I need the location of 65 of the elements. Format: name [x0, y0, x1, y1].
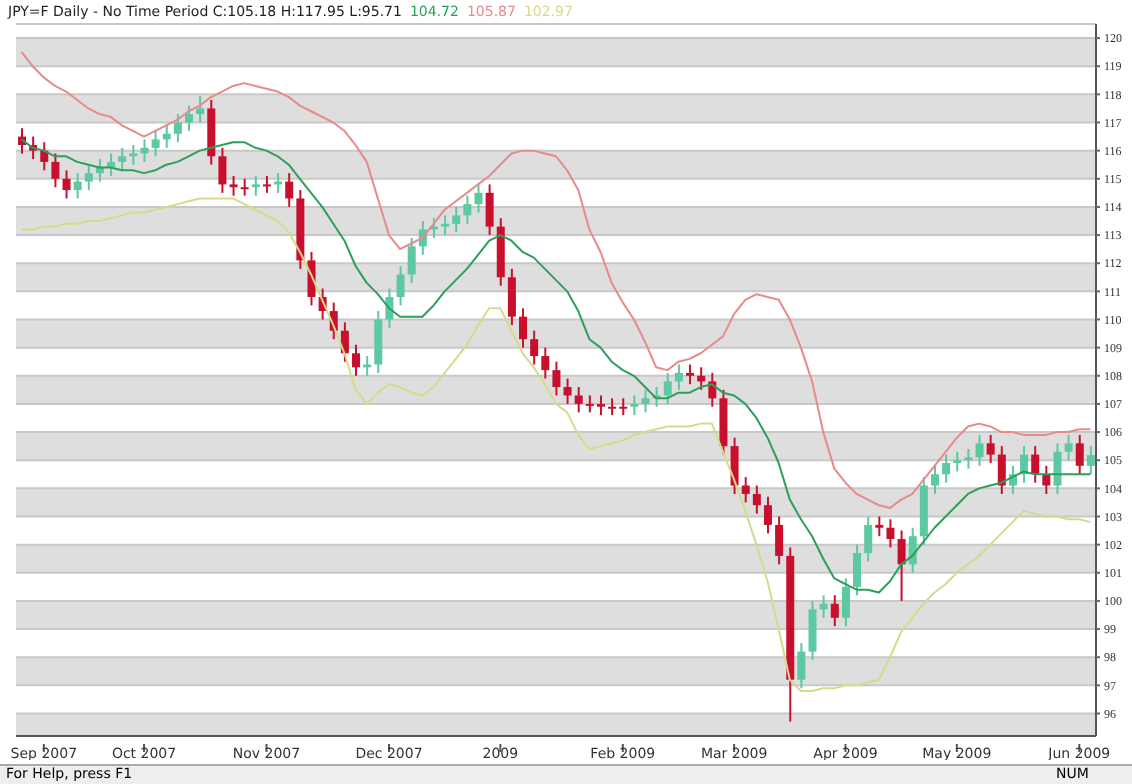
- candlestick: [853, 543, 862, 597]
- candlestick: [463, 194, 472, 225]
- candlestick: [574, 386, 583, 414]
- candlestick: [396, 265, 405, 307]
- candlestick: [808, 599, 817, 662]
- candlestick: [185, 104, 194, 132]
- candlestick: [942, 453, 951, 484]
- candlestick: [229, 174, 238, 197]
- candlestick: [686, 363, 695, 386]
- candlestick: [1064, 433, 1073, 462]
- candlestick: [218, 146, 227, 194]
- candlestick: [663, 371, 672, 405]
- candlestick: [285, 172, 294, 208]
- candlestick: [841, 577, 850, 628]
- candlestick: [407, 236, 416, 284]
- line-series: [20, 197, 1092, 692]
- candlestick: [830, 594, 839, 628]
- candlestick: [1053, 442, 1062, 495]
- line-series: [20, 51, 1092, 510]
- candlestick: [251, 174, 260, 197]
- candlestick: [886, 518, 895, 549]
- candlestick: [563, 377, 572, 405]
- candlestick: [552, 360, 561, 397]
- candlestick: [530, 329, 539, 366]
- candlestick: [730, 436, 739, 495]
- candlestick: [719, 388, 728, 456]
- candlestick: [797, 642, 806, 690]
- candlestick: [374, 310, 383, 374]
- candlestick: [519, 307, 528, 349]
- candlestick: [630, 394, 639, 417]
- candlestick: [975, 433, 984, 467]
- candlestick: [641, 388, 650, 414]
- candlestick: [474, 183, 483, 214]
- candlestick: [51, 152, 60, 189]
- candlestick: [930, 464, 939, 495]
- candlestick: [1031, 445, 1040, 484]
- candlestick: [964, 447, 973, 470]
- candlestick: [997, 445, 1006, 495]
- candlestick: [352, 343, 361, 377]
- candlestick: [196, 94, 205, 124]
- candlestick: [485, 183, 494, 237]
- candlestick: [875, 515, 884, 538]
- candlestick: [1042, 464, 1051, 495]
- candlestick: [73, 172, 82, 200]
- candlestick: [864, 515, 873, 563]
- candlestick: [207, 98, 216, 166]
- candlestick: [452, 205, 461, 234]
- candlestick: [84, 163, 93, 192]
- candlestick: [953, 450, 962, 473]
- candlestick: [763, 495, 772, 535]
- candlestick: [62, 169, 71, 200]
- candlestick: [118, 146, 127, 172]
- candlestick: [674, 363, 683, 391]
- candlestick: [541, 346, 550, 380]
- candlestick: [129, 144, 138, 166]
- candlestick: [897, 529, 906, 602]
- candlestick: [441, 214, 450, 237]
- candlestick: [741, 476, 750, 504]
- candlestick: [1075, 433, 1084, 476]
- candlestick: [173, 113, 182, 144]
- candlestick: [507, 267, 516, 327]
- candlestick: [775, 515, 784, 566]
- candlestick: [151, 129, 160, 158]
- candlestick: [752, 484, 761, 515]
- candlestick: [986, 433, 995, 465]
